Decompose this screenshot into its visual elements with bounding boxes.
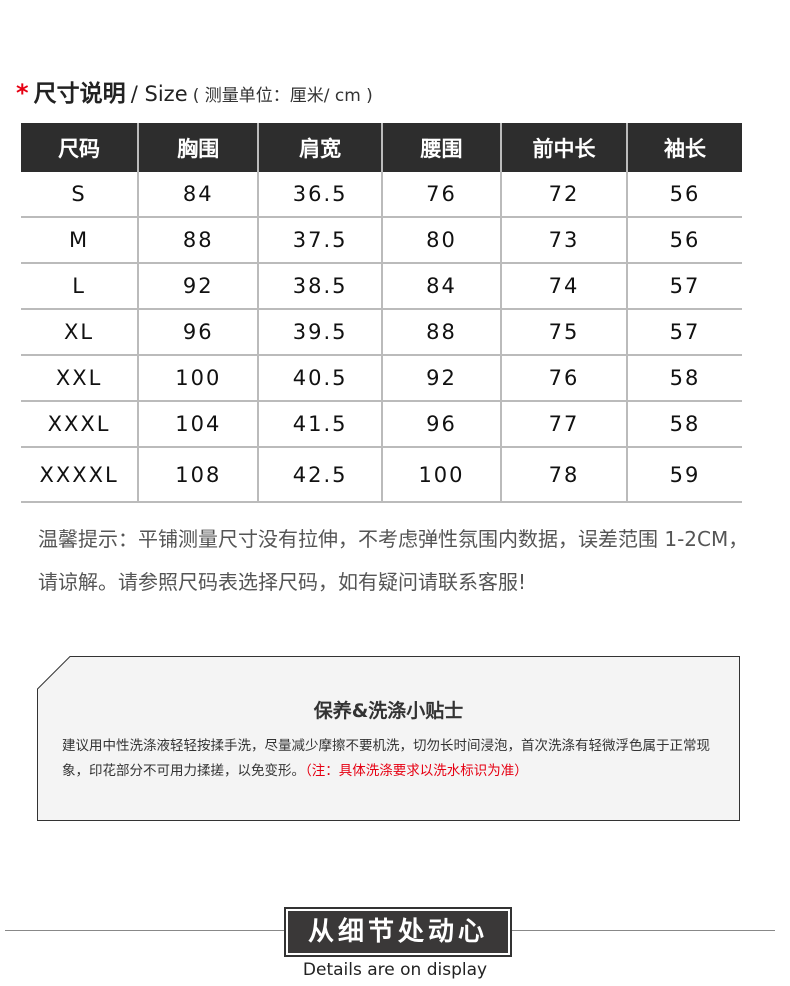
title-en: / Size [130, 82, 188, 106]
size-chart-title: * 尺寸说明 / Size ( 测量单位：厘米/ cm ) [16, 74, 373, 108]
table-cell: 96 [137, 309, 259, 356]
table-cell: 77 [500, 401, 627, 448]
table-cell: 37.5 [257, 217, 382, 264]
table-row: L 92 38.5 84 74 57 [21, 263, 742, 310]
table-cell: 74 [500, 263, 627, 310]
table-cell: 104 [137, 401, 259, 448]
badge-text: 从细节处动心 [288, 911, 508, 953]
column-header: 腰围 [380, 123, 502, 172]
table-cell: 88 [380, 309, 502, 356]
table-row: XL 96 39.5 88 75 57 [21, 309, 742, 356]
column-header: 肩宽 [257, 123, 382, 172]
unit-label: ( 测量单位：厘米/ cm ) [192, 86, 373, 106]
measurement-note: 温馨提示：平铺测量尺寸没有拉伸，不考虑弹性氛围内数据，误差范围 1-2CM，请谅… [38, 527, 749, 594]
table-cell: L [21, 263, 139, 310]
table-cell: 92 [380, 355, 502, 402]
table-cell: 41.5 [257, 401, 382, 448]
table-row: XXXL 104 41.5 96 77 58 [21, 401, 742, 448]
care-tips-box: 保养&洗涤小贴士 建议用中性洗涤液轻轻按揉手洗，尽量减少摩擦不要机洗，切勿长时间… [37, 656, 740, 821]
table-cell: 78 [500, 447, 627, 503]
table-cell: S [21, 172, 139, 218]
table-cell: 73 [500, 217, 627, 264]
table-cell: 56 [625, 172, 742, 218]
care-title: 保养&洗涤小贴士 [313, 700, 464, 722]
table-cell: XXXXL [21, 447, 139, 503]
table-cell: 96 [380, 401, 502, 448]
table-cell: XXL [21, 355, 139, 402]
table-cell: 100 [380, 447, 502, 503]
table-cell: 76 [500, 355, 627, 402]
table-cell: 40.5 [257, 355, 382, 402]
care-box-frame [37, 656, 740, 821]
table-cell: 38.5 [257, 263, 382, 310]
care-text: 建议用中性洗涤液轻轻按揉手洗，尽量减少摩擦不要机洗，切勿长时间浸泡，首次洗涤有轻… [62, 738, 710, 779]
table-cell: 72 [500, 172, 627, 218]
table-cell: 56 [625, 217, 742, 264]
table-cell: 58 [625, 355, 742, 402]
table-cell: 57 [625, 263, 742, 310]
table-cell: 84 [137, 172, 259, 218]
table-cell: 75 [500, 309, 627, 356]
table-cell: 76 [380, 172, 502, 218]
table-cell: 92 [137, 263, 259, 310]
table-row: S 84 36.5 76 72 56 [21, 172, 742, 218]
table-cell: 58 [625, 401, 742, 448]
details-badge: 从细节处动心 [284, 907, 512, 957]
care-body: 建议用中性洗涤液轻轻按揉手洗，尽量减少摩擦不要机洗，切勿长时间浸泡，首次洗涤有轻… [62, 734, 732, 784]
care-note: （注：具体洗涤要求以洗水标识为准） [305, 763, 528, 779]
table-cell: 88 [137, 217, 259, 264]
table-row: XXL 100 40.5 92 76 58 [21, 355, 742, 402]
table-header: 尺码 胸围 肩宽 腰围 前中长 袖长 [21, 123, 742, 172]
table-row: M 88 37.5 80 73 56 [21, 217, 742, 264]
column-header: 袖长 [625, 123, 742, 172]
title-cn: 尺寸说明 [33, 81, 126, 107]
asterisk: * [16, 79, 29, 107]
table-cell: 59 [625, 447, 742, 503]
size-table: 尺码 胸围 肩宽 腰围 前中长 袖长 S 84 36.5 76 72 56 M 88 37.5 80 73 56… [21, 123, 742, 503]
table-cell: 42.5 [257, 447, 382, 503]
column-header: 前中长 [500, 123, 627, 172]
table-cell: 80 [380, 217, 502, 264]
table-cell: XL [21, 309, 139, 356]
table-cell: 108 [137, 447, 259, 503]
table-row: XXXXL 108 42.5 100 78 59 [21, 447, 742, 503]
table-cell: 57 [625, 309, 742, 356]
table-cell: 36.5 [257, 172, 382, 218]
column-header: 尺码 [21, 123, 139, 172]
table-cell: XXXL [21, 401, 139, 448]
column-header: 胸围 [137, 123, 259, 172]
table-cell: 84 [380, 263, 502, 310]
table-cell: 39.5 [257, 309, 382, 356]
table-cell: M [21, 217, 139, 264]
table-cell: 100 [137, 355, 259, 402]
details-subtitle: Details are on display [302, 960, 488, 980]
